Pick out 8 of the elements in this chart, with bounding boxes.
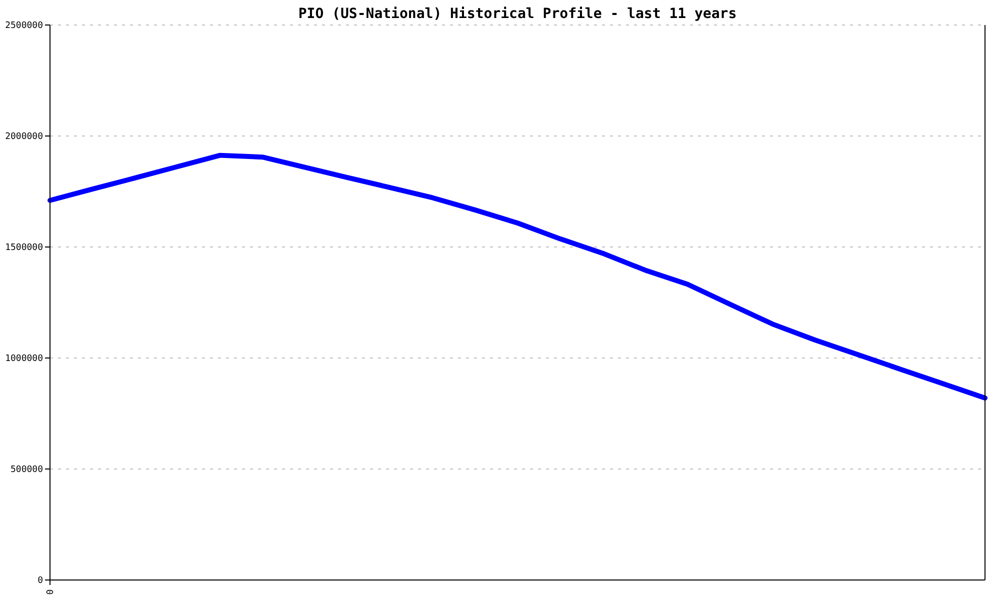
y-tick-label: 1000000 — [5, 354, 43, 364]
y-tick-label: 500000 — [10, 464, 43, 475]
y-tick-label: 2500000 — [5, 20, 43, 31]
text: 0 — [46, 589, 56, 595]
y-tick-label: 1500000 — [5, 242, 43, 253]
chart-title: PIO (US-National) Historical Profile - last 11 years — [298, 6, 737, 22]
y-tick-label: 0 — [38, 576, 43, 586]
y-tick-label: 2000000 — [5, 132, 43, 142]
